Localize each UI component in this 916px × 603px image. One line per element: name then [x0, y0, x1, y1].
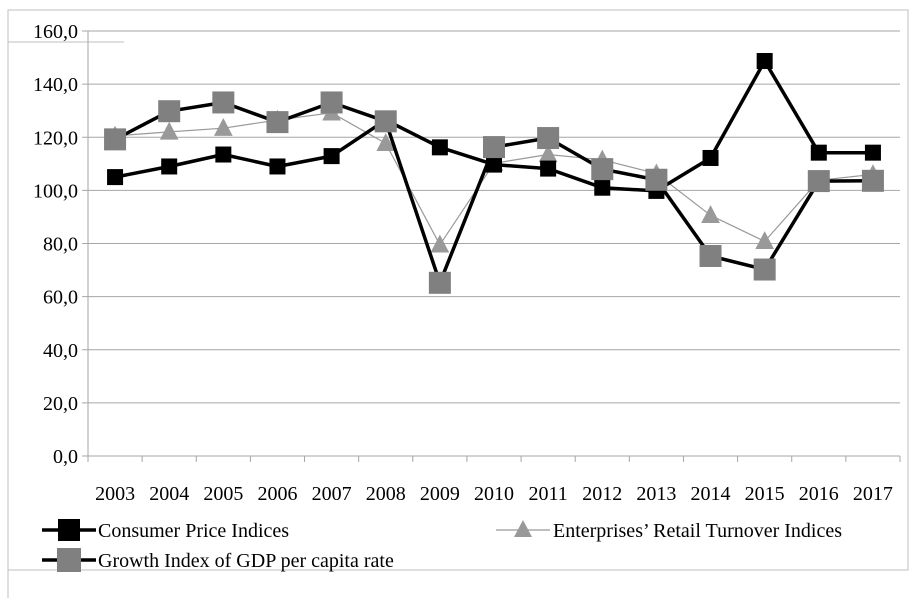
- legend-label-gdp-growth: Growth Index of GDP per capita rate: [98, 550, 394, 572]
- data-point: [755, 231, 775, 250]
- y-tick-label: 40,0: [43, 340, 78, 362]
- data-point: [701, 205, 720, 223]
- data-point: [540, 160, 557, 177]
- x-tick-label: 2008: [366, 483, 406, 505]
- y-tick-label: 120,0: [33, 127, 78, 149]
- data-point: [699, 244, 722, 267]
- x-tick-labels: 2003 2004 2005 2006 2007 2008 2009 2010 2011 2012…: [95, 483, 893, 505]
- data-point: [159, 121, 179, 140]
- data-point: [158, 100, 181, 123]
- x-tick-label: 2011: [529, 483, 568, 505]
- y-tick-labels: 0,0 20,0 40,0 60,0 80,0 100,0 120,0 140,0 160,0: [33, 21, 78, 468]
- y-tick-label: 80,0: [43, 234, 78, 256]
- legend-label-retail-turnover: Enterprises’ Retail Turnover Indices: [553, 520, 842, 542]
- data-point: [645, 168, 668, 191]
- x-tick-label: 2012: [582, 483, 622, 505]
- data-point: [212, 91, 235, 114]
- data-point: [323, 148, 340, 165]
- data-point: [702, 149, 719, 166]
- data-point: [213, 118, 233, 136]
- data-point: [215, 146, 232, 163]
- y-tick-label: 140,0: [33, 74, 78, 96]
- data-point: [320, 91, 343, 114]
- legend-label-consumer-price: Consumer Price Indices: [98, 520, 289, 542]
- data-point: [753, 258, 776, 281]
- data-point: [269, 158, 286, 175]
- x-tick-label: 2007: [312, 483, 352, 505]
- x-tick-label: 2013: [636, 483, 676, 505]
- x-tick-label: 2003: [95, 483, 135, 505]
- data-point: [756, 53, 773, 70]
- data-point: [107, 169, 124, 186]
- data-point: [807, 170, 830, 193]
- data-point: [266, 111, 289, 134]
- outer-frame: [7, 9, 909, 571]
- x-tick-label: 2014: [691, 483, 731, 505]
- legend: Consumer Price Indices Enterprises’ Reta…: [42, 519, 842, 572]
- x-tick-label: 2009: [420, 483, 460, 505]
- axes: [82, 30, 901, 462]
- legend-item-retail-turnover: Enterprises’ Retail Turnover Indices: [496, 520, 842, 542]
- x-tick-label: 2016: [799, 483, 839, 505]
- data-point: [161, 158, 178, 175]
- series-2: [104, 91, 884, 294]
- series-0: [107, 53, 881, 199]
- y-tick-label: 160,0: [33, 21, 78, 43]
- data-point: [864, 144, 881, 161]
- series-group: [104, 53, 884, 294]
- data-point: [430, 234, 450, 253]
- data-point: [376, 133, 396, 152]
- data-point: [538, 144, 558, 163]
- x-tick-label: 2005: [203, 483, 243, 505]
- x-tick-label: 2010: [474, 483, 514, 505]
- y-tick-label: 20,0: [43, 393, 78, 415]
- legend-item-consumer-price: Consumer Price Indices: [42, 519, 289, 542]
- y-tick-label: 100,0: [33, 180, 78, 202]
- y-tick-label: 0,0: [53, 446, 78, 468]
- data-point: [483, 136, 505, 159]
- data-point: [591, 158, 614, 181]
- x-tick-label: 2004: [149, 483, 189, 505]
- y-tick-label: 60,0: [43, 287, 78, 309]
- data-point: [374, 110, 397, 133]
- data-point: [431, 139, 448, 156]
- legend-marker-gdp-growth: [57, 548, 81, 572]
- x-tick-label: 2006: [257, 483, 297, 505]
- data-point: [810, 144, 827, 161]
- data-point: [104, 128, 127, 151]
- x-tick-label: 2015: [745, 483, 785, 505]
- data-point: [537, 127, 560, 150]
- legend-item-gdp-growth: Growth Index of GDP per capita rate: [42, 548, 394, 572]
- legend-marker-consumer-price: [58, 519, 80, 541]
- series-1: [105, 102, 883, 253]
- data-point: [861, 169, 884, 192]
- data-point: [594, 179, 611, 196]
- x-tick-label: 2017: [853, 483, 893, 505]
- gridlines: [88, 30, 900, 404]
- data-point: [428, 271, 451, 294]
- legend-marker-retail-turnover: [514, 520, 532, 537]
